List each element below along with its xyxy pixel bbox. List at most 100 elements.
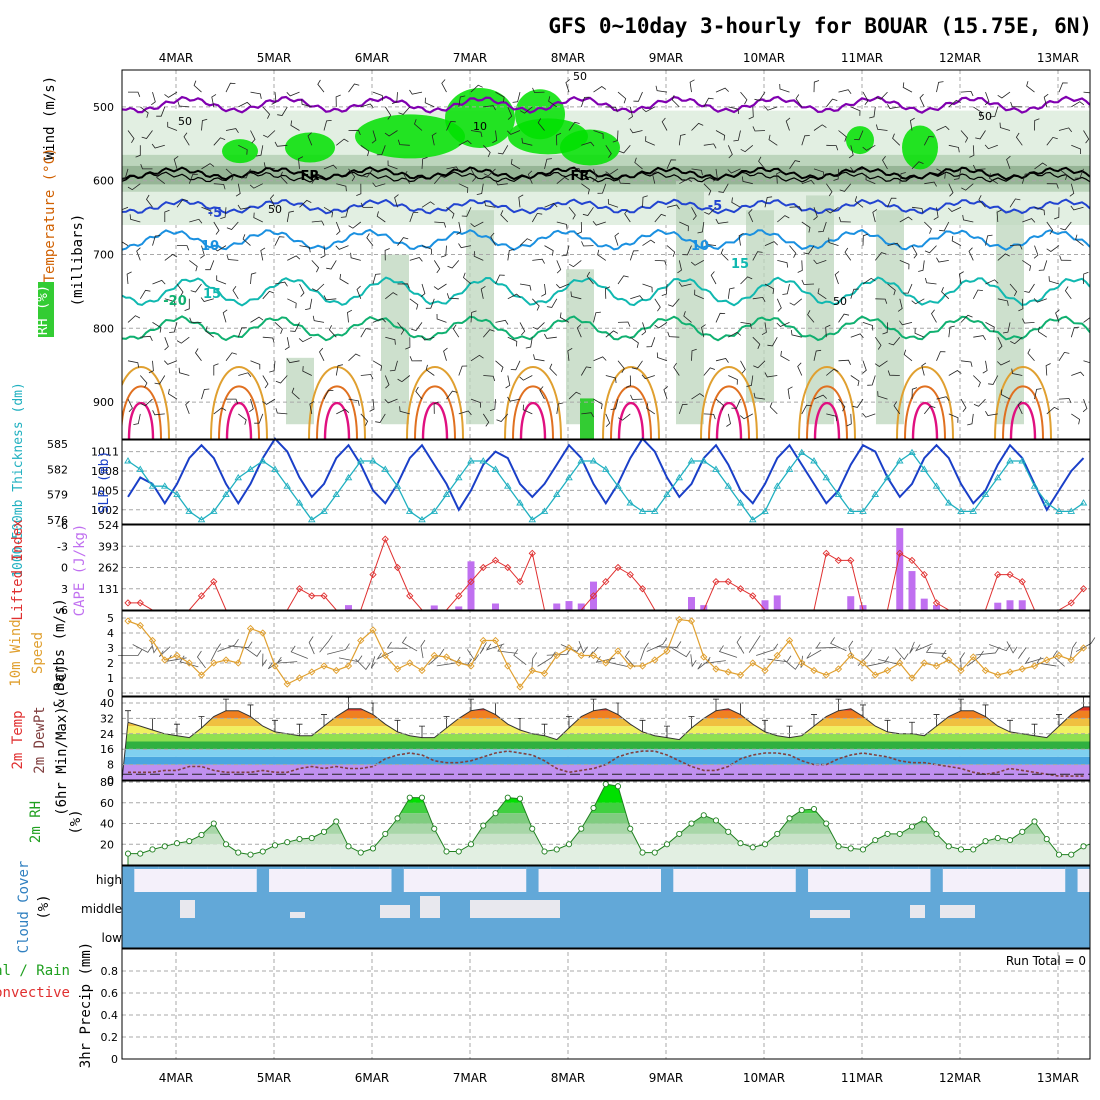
wind-barb <box>527 170 533 184</box>
temp-minmax-bar <box>664 725 670 738</box>
temp-band <box>122 706 1090 711</box>
wind-barb <box>1024 283 1035 293</box>
isotherm-30 <box>122 385 162 439</box>
wind-barb <box>1059 255 1072 261</box>
cloud-middle-gap <box>910 905 925 918</box>
cape-bar <box>920 598 928 610</box>
li-point <box>210 578 218 586</box>
rh2m-point <box>480 822 487 829</box>
wind-barb <box>492 130 498 144</box>
wind10-barb <box>1018 647 1027 659</box>
pressure-tick-label: 600 <box>93 175 114 188</box>
cloud-level-label: low <box>102 931 123 945</box>
wind10-barb <box>690 654 697 668</box>
cape-bar <box>847 596 855 610</box>
wind10-point <box>418 666 426 675</box>
wind-barb <box>893 401 901 415</box>
cloud-high-bar <box>501 866 515 869</box>
wind-barb <box>592 168 598 182</box>
cloud-high-bar <box>746 866 760 869</box>
wind-barb <box>366 233 374 246</box>
rh-contour-label: 50 <box>978 110 992 123</box>
wind-barb <box>335 94 341 107</box>
thickness-point <box>516 499 524 506</box>
li-point <box>614 563 622 572</box>
wind10-point <box>614 647 622 655</box>
rh-high-blob <box>222 139 258 164</box>
wind-barb <box>617 275 629 285</box>
li-point <box>467 578 475 586</box>
wind-barb <box>899 172 906 184</box>
wind-barb <box>960 398 967 412</box>
wind-barb <box>629 128 643 134</box>
wind-barb <box>195 348 202 362</box>
wind-barb <box>666 204 680 210</box>
thickness-point <box>773 482 782 489</box>
wind-barb <box>270 194 276 208</box>
isotherm-25 <box>896 366 954 439</box>
pressure-tick-label: 500 <box>93 101 114 114</box>
cloud-high-bar <box>281 866 294 869</box>
cape-bar <box>492 603 499 610</box>
wind-barb <box>133 413 141 425</box>
thickness-point <box>209 507 218 514</box>
wind-barb <box>470 354 484 362</box>
rh2m-point <box>271 842 279 849</box>
cloud-high-bar <box>428 866 441 869</box>
wind-barb <box>826 413 838 422</box>
wind10-point <box>736 671 745 679</box>
cloud-high-bar <box>354 866 368 869</box>
isotherm-15 <box>122 276 1090 307</box>
wind-barb <box>311 260 320 273</box>
temp-minmax-bar <box>517 718 523 730</box>
wind-barb <box>656 352 668 362</box>
temp-band <box>122 756 1090 765</box>
rh2m-point <box>173 840 181 847</box>
wind-barb <box>1002 322 1011 334</box>
wind-barb <box>1043 93 1049 108</box>
wind-barb <box>139 289 151 300</box>
wind-barb <box>1046 406 1059 415</box>
wind-barb <box>646 403 656 415</box>
wind10-tick-label: 2 <box>107 657 114 670</box>
wind-barb <box>731 398 741 409</box>
isotherm-10 <box>122 228 1090 251</box>
wind-barb <box>597 183 607 194</box>
cape-bar <box>859 605 867 610</box>
cloud-high-bar <box>526 866 539 892</box>
wind-barb <box>924 181 937 187</box>
wind-barb <box>548 96 558 108</box>
wind-barb <box>262 398 276 405</box>
wind-barb <box>1022 260 1032 271</box>
wind-barb <box>254 413 264 424</box>
isotherm-35 <box>617 402 645 439</box>
wind-barb <box>476 183 484 195</box>
wind-barb <box>618 178 631 185</box>
wind-barb <box>740 276 753 285</box>
wind10-point <box>871 671 879 679</box>
wind-barb <box>782 283 790 295</box>
wind-barb <box>360 202 374 208</box>
wind-barb <box>537 118 545 131</box>
wind-barb <box>1009 198 1021 208</box>
thickness-point <box>320 507 328 514</box>
wind-barb <box>274 322 283 334</box>
rh2m-point <box>1031 818 1038 825</box>
wind-barb <box>126 271 132 285</box>
wind10-barb <box>657 641 682 648</box>
wind-barb <box>178 367 190 376</box>
isotherm-25 <box>504 366 562 439</box>
wind-barb <box>936 351 946 361</box>
thickness-point <box>736 499 745 506</box>
wind-barb <box>617 360 625 374</box>
wind-barb <box>241 168 251 179</box>
wind-barb <box>512 92 521 103</box>
thickness-point <box>442 490 451 498</box>
li-point <box>504 563 512 572</box>
wind-barb <box>140 106 149 118</box>
wind-barb <box>189 317 202 323</box>
wind-barb <box>533 354 545 362</box>
rh2m-point <box>259 848 266 855</box>
wind-barb <box>286 210 294 223</box>
rh2m-point <box>590 804 597 812</box>
